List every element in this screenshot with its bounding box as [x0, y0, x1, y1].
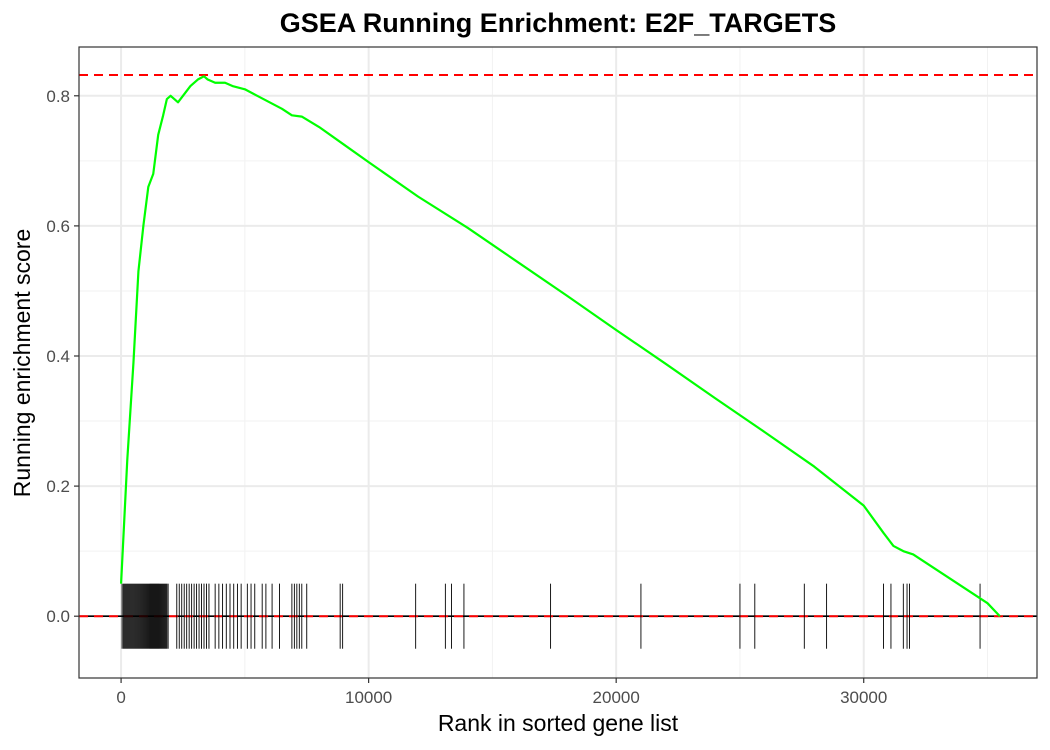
x-tick-label: 30000	[840, 688, 887, 707]
plot-background	[79, 47, 1037, 678]
y-tick-label: 0.0	[46, 607, 70, 626]
y-tick-label: 0.4	[46, 347, 70, 366]
gene-rug	[121, 583, 981, 649]
y-tick-label: 0.6	[46, 217, 70, 236]
y-axis-ticks: 0.0 0.2 0.4 0.6 0.8	[46, 87, 79, 626]
series-line-1	[119, 75, 1001, 617]
y-tick-label: 0.2	[46, 477, 70, 496]
x-tick-label: 20000	[593, 688, 640, 707]
x-tick-label: 10000	[345, 688, 392, 707]
reference-lines	[79, 73, 1037, 618]
chart-title: GSEA Running Enrichment: E2F_TARGETS	[280, 8, 837, 38]
y-tick-label: 0.8	[46, 87, 70, 106]
grid-minor	[79, 47, 1037, 678]
series-lines	[119, 75, 1001, 617]
x-axis-title: Rank in sorted gene list	[438, 710, 679, 736]
plot-border	[78, 46, 1038, 679]
y-axis-title: Running enrichment score	[9, 229, 35, 497]
x-tick-label: 0	[116, 688, 125, 707]
x-axis-ticks: 0 10000 20000 30000	[116, 678, 887, 707]
